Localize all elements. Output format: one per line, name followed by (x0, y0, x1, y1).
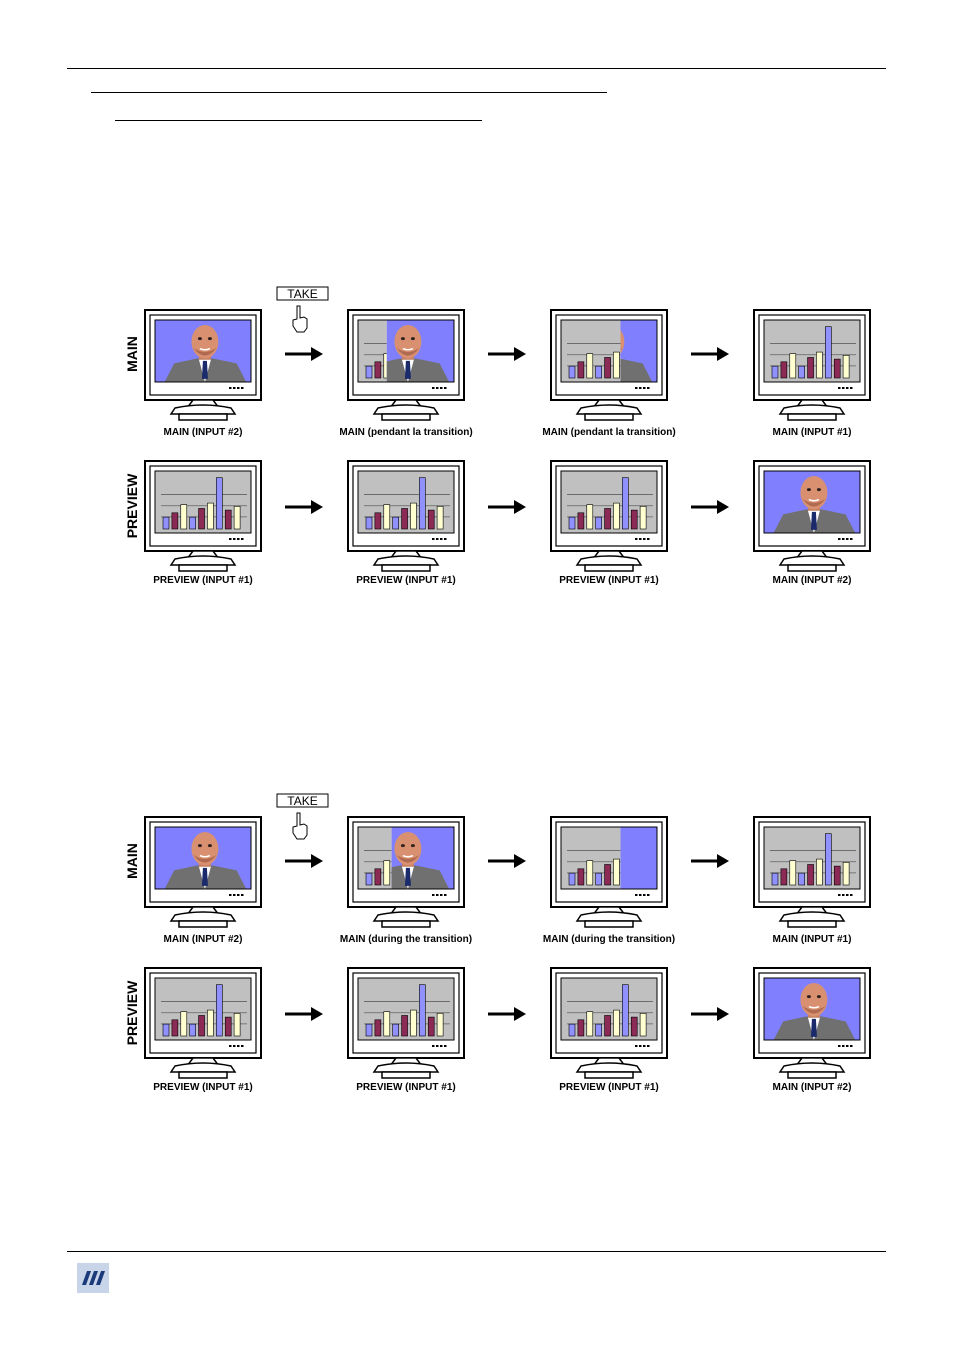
monitor (347, 460, 465, 572)
right-arrow-icon (488, 854, 526, 868)
right-arrow-icon (691, 347, 729, 361)
take-button: TAKE (276, 286, 329, 301)
right-arrow-icon (488, 500, 526, 514)
row-label-main: MAIN (124, 843, 140, 879)
main-caption: MAIN (INPUT #2) (164, 427, 243, 438)
main-caption: MAIN (during the transition) (543, 934, 675, 945)
monitor (347, 816, 465, 928)
monitor (550, 460, 668, 572)
preview-caption: MAIN (INPUT #2) (773, 575, 852, 586)
preview-caption: PREVIEW (INPUT #1) (356, 575, 455, 586)
preview-caption: PREVIEW (INPUT #1) (153, 575, 252, 586)
right-arrow-icon (488, 1007, 526, 1021)
main-caption: MAIN (during the transition) (340, 934, 472, 945)
preview-caption: PREVIEW (INPUT #1) (559, 575, 658, 586)
main-caption: MAIN (INPUT #2) (164, 934, 243, 945)
monitor (753, 309, 871, 421)
monitor (550, 309, 668, 421)
footer-rule (67, 1251, 886, 1252)
right-arrow-icon (691, 500, 729, 514)
preview-caption: PREVIEW (INPUT #1) (559, 1082, 658, 1093)
preview-caption: PREVIEW (INPUT #1) (356, 1082, 455, 1093)
right-arrow-icon (285, 347, 323, 361)
preview-caption: MAIN (INPUT #2) (773, 1082, 852, 1093)
row-label-preview: PREVIEW (124, 473, 140, 538)
pointing-hand-icon (292, 812, 308, 840)
main-caption: MAIN (INPUT #1) (773, 934, 852, 945)
monitor (144, 967, 262, 1079)
transition-figure-fr: MAIN PREVIEW TAKE MAIN (INPUT #2) PREVIEW (I… (121, 284, 873, 594)
monitor (753, 816, 871, 928)
main-caption: MAIN (pendant la transition) (542, 427, 675, 438)
right-arrow-icon (691, 1007, 729, 1021)
right-arrow-icon (691, 854, 729, 868)
take-button: TAKE (276, 793, 329, 808)
monitor (753, 460, 871, 572)
monitor (347, 309, 465, 421)
right-arrow-icon (488, 347, 526, 361)
row-label-main: MAIN (124, 336, 140, 372)
svg-text:TAKE: TAKE (287, 794, 317, 808)
heading-underline-1 (91, 92, 607, 93)
preview-caption: PREVIEW (INPUT #1) (153, 1082, 252, 1093)
monitor (144, 309, 262, 421)
right-arrow-icon (285, 854, 323, 868)
monitor (550, 816, 668, 928)
svg-text:TAKE: TAKE (287, 287, 317, 301)
monitor (347, 967, 465, 1079)
monitor (144, 816, 262, 928)
main-caption: MAIN (INPUT #1) (773, 427, 852, 438)
pointing-hand-icon (292, 305, 308, 333)
right-arrow-icon (285, 1007, 323, 1021)
company-logo (77, 1263, 109, 1293)
transition-figure-en: MAIN PREVIEW TAKE MAIN (INPUT #2) PREVIEW (I… (121, 791, 873, 1101)
header-rule (67, 68, 886, 69)
right-arrow-icon (285, 500, 323, 514)
heading-underline-2 (115, 120, 482, 121)
row-label-preview: PREVIEW (124, 980, 140, 1045)
monitor (550, 967, 668, 1079)
main-caption: MAIN (pendant la transition) (339, 427, 472, 438)
monitor (144, 460, 262, 572)
monitor (753, 967, 871, 1079)
